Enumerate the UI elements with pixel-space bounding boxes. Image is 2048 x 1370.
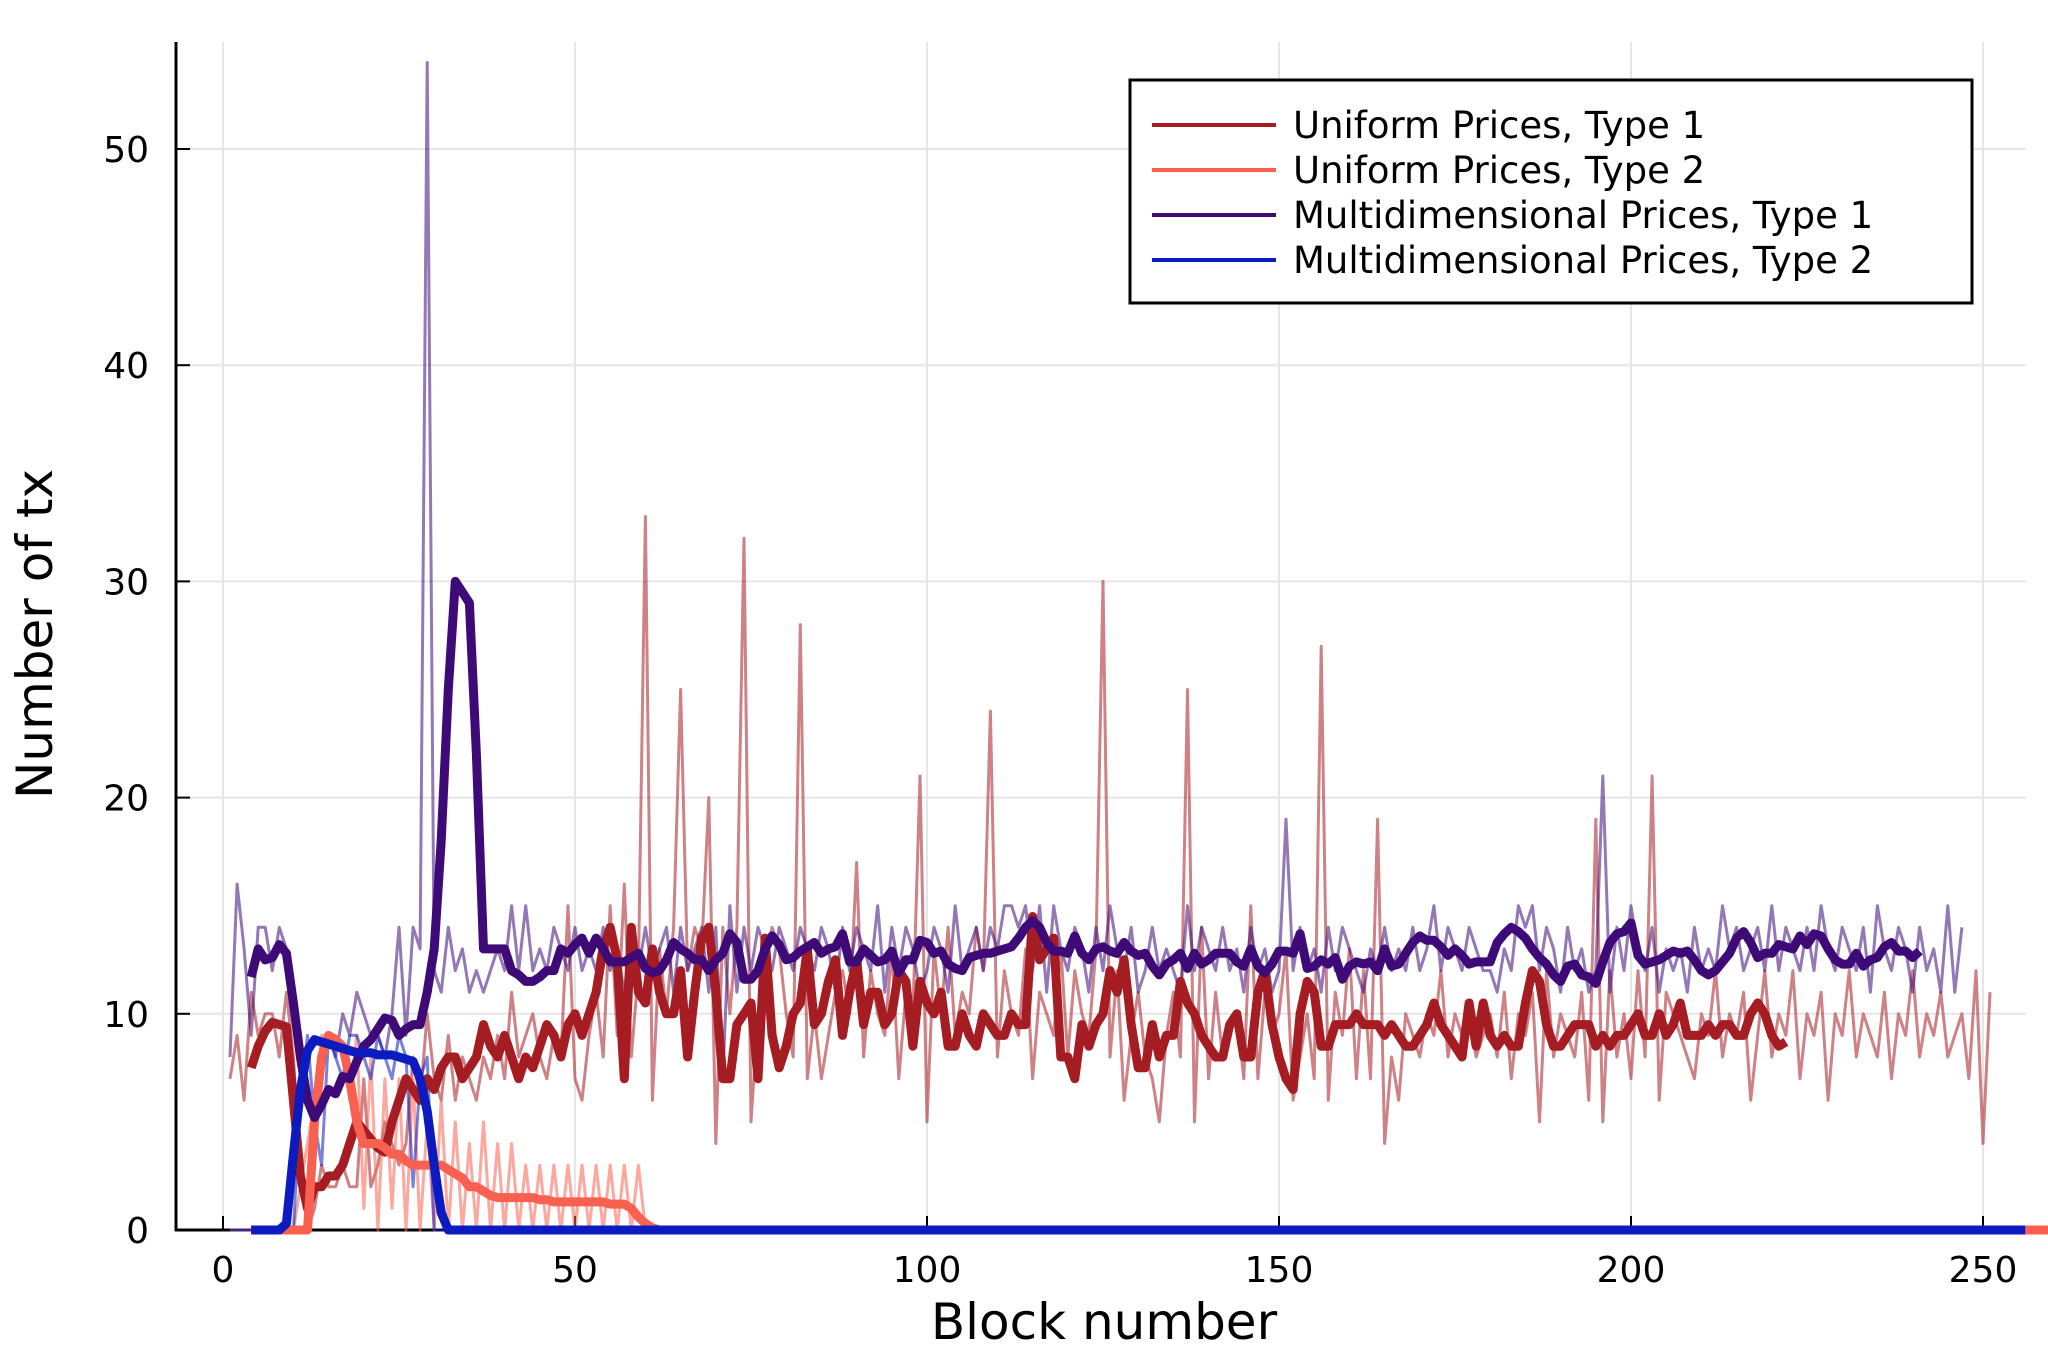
y-tick-label: 30 bbox=[103, 562, 149, 603]
series-smooth-line-4 bbox=[251, 1035, 2026, 1235]
x-tick-label: 200 bbox=[1597, 1250, 1666, 1291]
y-tick-label: 40 bbox=[103, 346, 149, 387]
x-tick-label: 250 bbox=[1949, 1250, 2018, 1291]
series-smooth-line-3 bbox=[246, 576, 1923, 1123]
legend-label: Multidimensional Prices, Type 1 bbox=[1293, 194, 1873, 237]
x-axis-title: Block number bbox=[931, 1293, 1278, 1351]
y-tick-label: 0 bbox=[126, 1211, 149, 1252]
y-tick-label: 20 bbox=[103, 779, 149, 820]
x-tick-label: 50 bbox=[552, 1250, 598, 1291]
y-axis-title: Number of tx bbox=[6, 469, 64, 799]
y-tick-label: 10 bbox=[103, 995, 149, 1036]
x-tick-label: 100 bbox=[893, 1250, 962, 1291]
legend-label: Multidimensional Prices, Type 2 bbox=[1293, 239, 1873, 282]
legend-box bbox=[1128, 78, 1974, 305]
series-lines bbox=[228, 61, 2048, 1235]
series-raw-line-1 bbox=[228, 515, 1992, 1232]
y-tick-label: 50 bbox=[103, 130, 149, 171]
tick-labels: 0 50 100 150 200 250 0 10 20 30 40 50 bbox=[103, 130, 2017, 1291]
series-smooth-line-1 bbox=[246, 912, 1789, 1213]
x-tick-label: 150 bbox=[1245, 1250, 1314, 1291]
legend-label: Uniform Prices, Type 2 bbox=[1293, 149, 1705, 192]
x-tick-label: 0 bbox=[212, 1250, 235, 1291]
legend-label: Uniform Prices, Type 1 bbox=[1293, 104, 1705, 147]
